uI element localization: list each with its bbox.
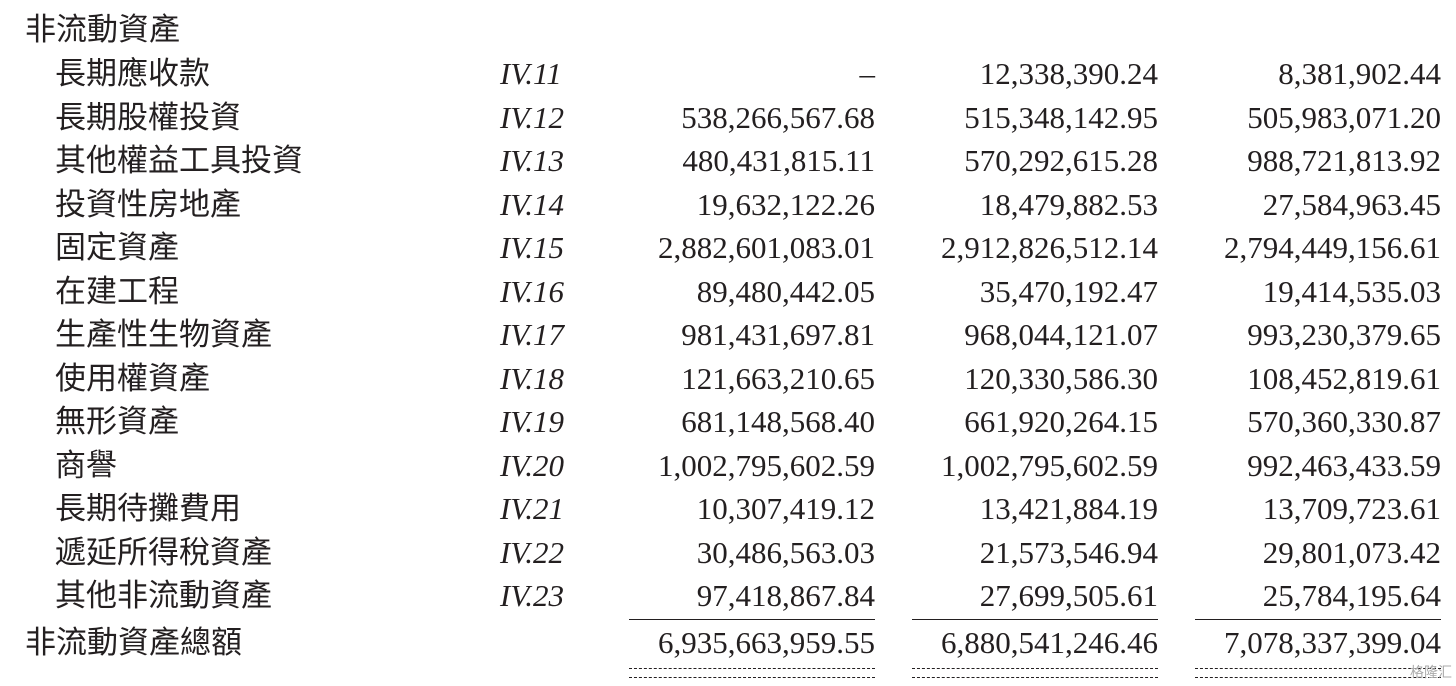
row-label: 投資性房地產 bbox=[55, 186, 241, 222]
note-ref: IV.15 bbox=[500, 230, 565, 265]
amount: 89,480,442.05 bbox=[696, 273, 875, 309]
amount: 27,584,963.45 bbox=[1262, 186, 1441, 222]
amount: 30,486,563.03 bbox=[696, 534, 875, 570]
subtotal-rule bbox=[629, 619, 875, 620]
total-label: 非流動資產總額 bbox=[25, 625, 242, 660]
amount: 515,348,142.95 bbox=[964, 99, 1158, 135]
amount-total: 7,078,337,399.04 bbox=[1224, 625, 1441, 660]
amount: 108,452,819.61 bbox=[1247, 360, 1441, 396]
row-label: 固定資產 bbox=[55, 230, 179, 265]
double-dash bbox=[912, 677, 1158, 678]
row-label: 長期應收款 bbox=[55, 56, 210, 91]
note-ref: IV.19 bbox=[500, 404, 565, 439]
amount: 981,431,697.81 bbox=[681, 317, 875, 352]
amount: 505,983,071.20 bbox=[1247, 99, 1441, 135]
row-label: 其他權益工具投資 bbox=[55, 143, 303, 178]
amount: 19,414,535.03 bbox=[1262, 273, 1441, 309]
watermark: 格隆汇 bbox=[1410, 665, 1452, 681]
double-dash bbox=[629, 668, 875, 669]
amount: 21,573,546.94 bbox=[979, 534, 1158, 570]
row-label: 長期股權投資 bbox=[55, 99, 241, 135]
note-ref: IV.23 bbox=[500, 578, 565, 613]
amount: 19,632,122.26 bbox=[696, 186, 875, 222]
amount-total: 6,880,541,246.46 bbox=[941, 625, 1158, 660]
amount: 1,002,795,602.59 bbox=[941, 447, 1158, 483]
row-label: 無形資產 bbox=[55, 404, 179, 439]
note-ref: IV.17 bbox=[500, 317, 565, 352]
subtotal-rule bbox=[1195, 619, 1441, 620]
row-label: 其他非流動資產 bbox=[55, 578, 272, 613]
amount: 13,421,884.19 bbox=[979, 491, 1158, 526]
amount: 121,663,210.65 bbox=[681, 360, 875, 396]
amount: 35,470,192.47 bbox=[979, 273, 1158, 309]
amount: 12,338,390.24 bbox=[979, 56, 1158, 91]
amount: 1,002,795,602.59 bbox=[658, 447, 875, 483]
amount: 8,381,902.44 bbox=[1278, 56, 1441, 91]
double-dash bbox=[1195, 677, 1441, 678]
amount: 2,882,601,083.01 bbox=[658, 230, 875, 265]
double-dash bbox=[1195, 668, 1441, 669]
double-dash bbox=[912, 668, 1158, 669]
row-label: 遞延所得稅資產 bbox=[55, 534, 272, 570]
amount: 988,721,813.92 bbox=[1247, 143, 1441, 178]
note-ref: IV.11 bbox=[500, 56, 562, 91]
amount: 120,330,586.30 bbox=[964, 360, 1158, 396]
double-dash bbox=[629, 677, 875, 678]
amount: 97,418,867.84 bbox=[696, 578, 875, 613]
amount: 25,784,195.64 bbox=[1262, 578, 1441, 613]
row-label: 使用權資產 bbox=[55, 360, 210, 396]
note-ref: IV.12 bbox=[500, 99, 565, 135]
row-label: 在建工程 bbox=[55, 273, 179, 309]
section-title: 非流動資產 bbox=[25, 12, 180, 47]
note-ref: IV.22 bbox=[500, 534, 565, 570]
amount: 570,360,330.87 bbox=[1247, 404, 1441, 439]
amount: – bbox=[859, 56, 876, 91]
amount: 681,148,568.40 bbox=[681, 404, 875, 439]
note-ref: IV.13 bbox=[500, 143, 565, 178]
note-ref: IV.16 bbox=[500, 273, 565, 309]
amount: 27,699,505.61 bbox=[979, 578, 1158, 613]
amount: 570,292,615.28 bbox=[964, 143, 1158, 178]
amount: 993,230,379.65 bbox=[1247, 317, 1441, 352]
amount: 2,912,826,512.14 bbox=[941, 230, 1158, 265]
row-label: 商譽 bbox=[55, 447, 117, 483]
row-label: 長期待攤費用 bbox=[55, 491, 241, 526]
amount: 29,801,073.42 bbox=[1262, 534, 1441, 570]
note-ref: IV.18 bbox=[500, 360, 565, 396]
amount: 480,431,815.11 bbox=[682, 143, 875, 178]
amount: 13,709,723.61 bbox=[1262, 491, 1441, 526]
amount: 2,794,449,156.61 bbox=[1224, 230, 1441, 265]
note-ref: IV.21 bbox=[500, 491, 565, 526]
subtotal-rule bbox=[912, 619, 1158, 620]
amount: 10,307,419.12 bbox=[696, 491, 875, 526]
amount: 968,044,121.07 bbox=[964, 317, 1158, 352]
note-ref: IV.14 bbox=[500, 186, 565, 222]
amount: 18,479,882.53 bbox=[979, 186, 1158, 222]
amount: 992,463,433.59 bbox=[1247, 447, 1441, 483]
amount: 538,266,567.68 bbox=[681, 99, 875, 135]
row-label: 生產性生物資產 bbox=[55, 317, 272, 352]
amount-total: 6,935,663,959.55 bbox=[658, 625, 875, 660]
note-ref: IV.20 bbox=[500, 447, 565, 483]
amount: 661,920,264.15 bbox=[964, 404, 1158, 439]
